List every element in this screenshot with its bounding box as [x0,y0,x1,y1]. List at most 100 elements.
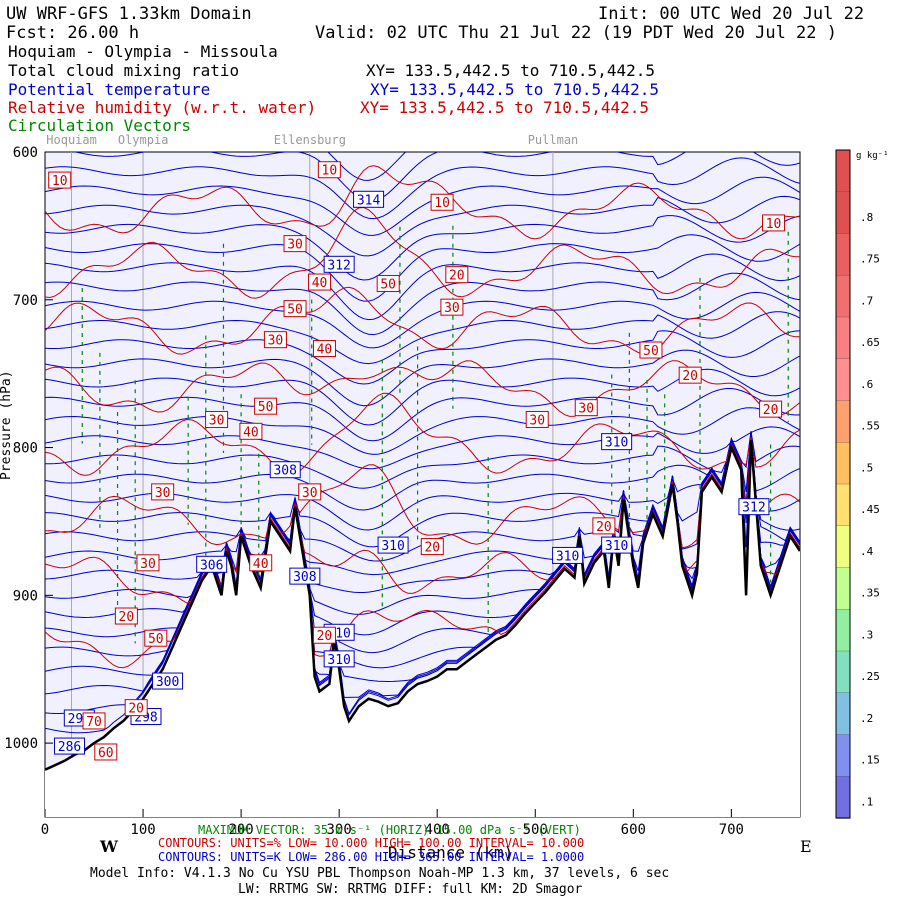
theta-labels: 3143123083103123103063083103103103103002… [54,190,770,755]
rh-label-box [308,273,332,291]
theta-contour [45,157,800,220]
rh-label-box [283,235,307,253]
rh-label-text: 20 [682,369,698,384]
rh-contour [45,392,800,476]
theta-contour [45,291,800,349]
theta-label-text: 310 [605,539,628,554]
rh-label-box [592,517,616,535]
x-tick-label: 100 [130,822,155,838]
field-vectors-label: Circulation Vectors [8,116,191,135]
rh-label: 20 [445,266,469,284]
colorbar-label: .55 [860,420,880,433]
rh-label: 20 [759,400,783,418]
rh-label-box [445,266,469,284]
field-cloud-label: Total cloud mixing ratio [8,61,239,80]
rh-label: 20 [312,626,336,644]
station-label: Pullman [528,133,579,147]
colorbar-segment [835,650,851,694]
x-tick-label: 600 [621,822,646,838]
theta-contour [72,152,800,202]
x-tick-label: 300 [327,822,352,838]
colorbar: g kg⁻¹ .8 .75 .7 .65 .6 .55 .5 .45 .4 .35 .3 .25 .2 .1… [835,149,889,819]
y-tick-label: 900 [13,588,38,604]
colorbar-label: .8 [860,211,873,224]
theta-contour [45,431,800,489]
field-theta-label: Potential temperature [8,80,210,99]
colorbar-segment [835,400,851,443]
rh-label-box [317,161,341,179]
y-tick-label: 1000 [4,736,38,752]
model-info: Model Info: V4.1.3 No Cu YSU PBL Thompso… [90,866,669,881]
rh-label: 10 [762,214,786,232]
theta-contour [45,407,800,455]
rh-label-text: 40 [243,425,259,440]
colorbar-units: g kg⁻¹ [856,151,889,161]
theta-label-box [377,536,409,554]
route-label: Hoquiam - Olympia - Missoula [8,42,278,61]
rh-label-box [48,171,72,189]
rh-label: 70 [82,712,106,730]
rh-label: 10 [317,161,341,179]
terrain [45,440,800,817]
theta-label: 310 [601,536,633,554]
rh-label-text: 50 [287,303,303,318]
colorbar-label: .3 [860,628,873,641]
field-legend: Hoquiam - Olympia - Missoula Total cloud… [8,42,659,135]
rh-labels: 10 10 10 10 30 40 20 50 30 50 30 40 50 20 20 50 30 40 30 30… [48,161,786,761]
rh-contour [45,206,800,299]
theta-label-box [601,536,633,554]
rh-label-box [124,699,148,717]
y-tick-label: 600 [13,145,38,161]
theta-contour-info: CONTOURS: UNITS=K LOW= 286.00 HIGH= 365.… [158,850,584,864]
rh-label-text: 30 [529,413,545,428]
theta-contour [45,426,800,470]
colorbar-label: .35 [860,587,880,600]
x-tick-label: 200 [228,822,253,838]
colorbar-label: .45 [860,503,880,516]
rh-label: 50 [376,275,400,293]
colorbar-segment [835,275,851,318]
rh-label: 30 [574,399,598,417]
rh-label-text: 40 [312,276,328,291]
theta-label: 286 [54,737,86,755]
rh-label: 50 [283,300,307,318]
rh-label: 10 [430,193,454,211]
rh-label-text: 30 [209,413,225,428]
theta-label-text: 312 [327,258,350,273]
rh-label-text: 10 [52,174,68,189]
colorbar-label: .25 [860,670,880,683]
rh-label-box [283,300,307,318]
rh-label-text: 20 [119,610,135,625]
rh-label: 50 [144,629,168,647]
field-cloud-xy: XY= 133.5,442.5 to 710.5,442.5 [366,61,655,80]
colorbar-segment [835,567,851,610]
rh-label: 30 [205,410,229,428]
rh-label-text: 50 [258,400,274,415]
theta-label: 310 [377,536,409,554]
forecast-hour: Fcst: 26.00 h [6,23,139,43]
theta-label: 314 [353,190,385,208]
model-title: UW WRF-GFS 1.33km Domain [6,4,252,24]
theta-contour [45,195,800,257]
x-tick-label: 500 [523,822,548,838]
theta-label-text: 310 [381,539,404,554]
rh-label-text: 20 [317,629,333,644]
rh-label-box [136,554,160,572]
station-label: Ellensburg [274,133,346,147]
rh-label: 20 [114,607,138,625]
theta-contour [45,176,800,236]
rh-label: 30 [283,235,307,253]
rh-label: 40 [312,340,336,358]
rh-label-text: 30 [444,301,460,316]
rh-label: 50 [254,397,278,415]
x-axis-title: Distance (km) [388,843,513,862]
station-labels: Hoquiam Olympia Ellensburg Pullman [46,133,578,147]
circulation-vectors [81,225,789,644]
rh-label-text: 10 [766,217,782,232]
rh-label-box [420,538,444,556]
rh-label-text: 40 [317,343,333,358]
rh-label-text: 20 [128,702,144,717]
theta-label-box [54,737,86,755]
theta-label-text: 286 [58,740,81,755]
